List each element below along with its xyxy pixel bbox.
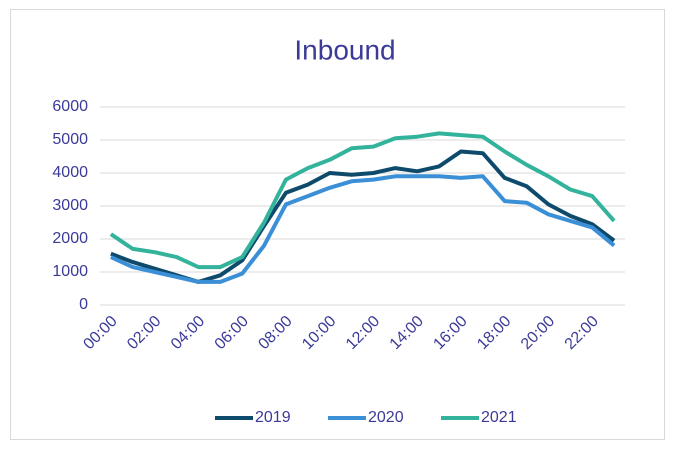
series-line — [109, 131, 616, 270]
y-tick-label: 3000 — [52, 197, 88, 214]
chart-title: Inbound — [294, 34, 395, 65]
chart-border — [10, 9, 665, 440]
legend-label: 2021 — [481, 409, 517, 426]
y-tick-label: 6000 — [52, 98, 88, 115]
series-line — [110, 174, 616, 284]
y-tick-label: 1000 — [52, 263, 88, 280]
legend-label: 2020 — [368, 409, 404, 426]
legend-label: 2019 — [255, 409, 291, 426]
y-tick-label: 5000 — [52, 131, 88, 148]
y-tick-label: 2000 — [52, 230, 88, 247]
y-tick-label: 4000 — [52, 164, 88, 181]
y-tick-label: 0 — [79, 296, 88, 313]
